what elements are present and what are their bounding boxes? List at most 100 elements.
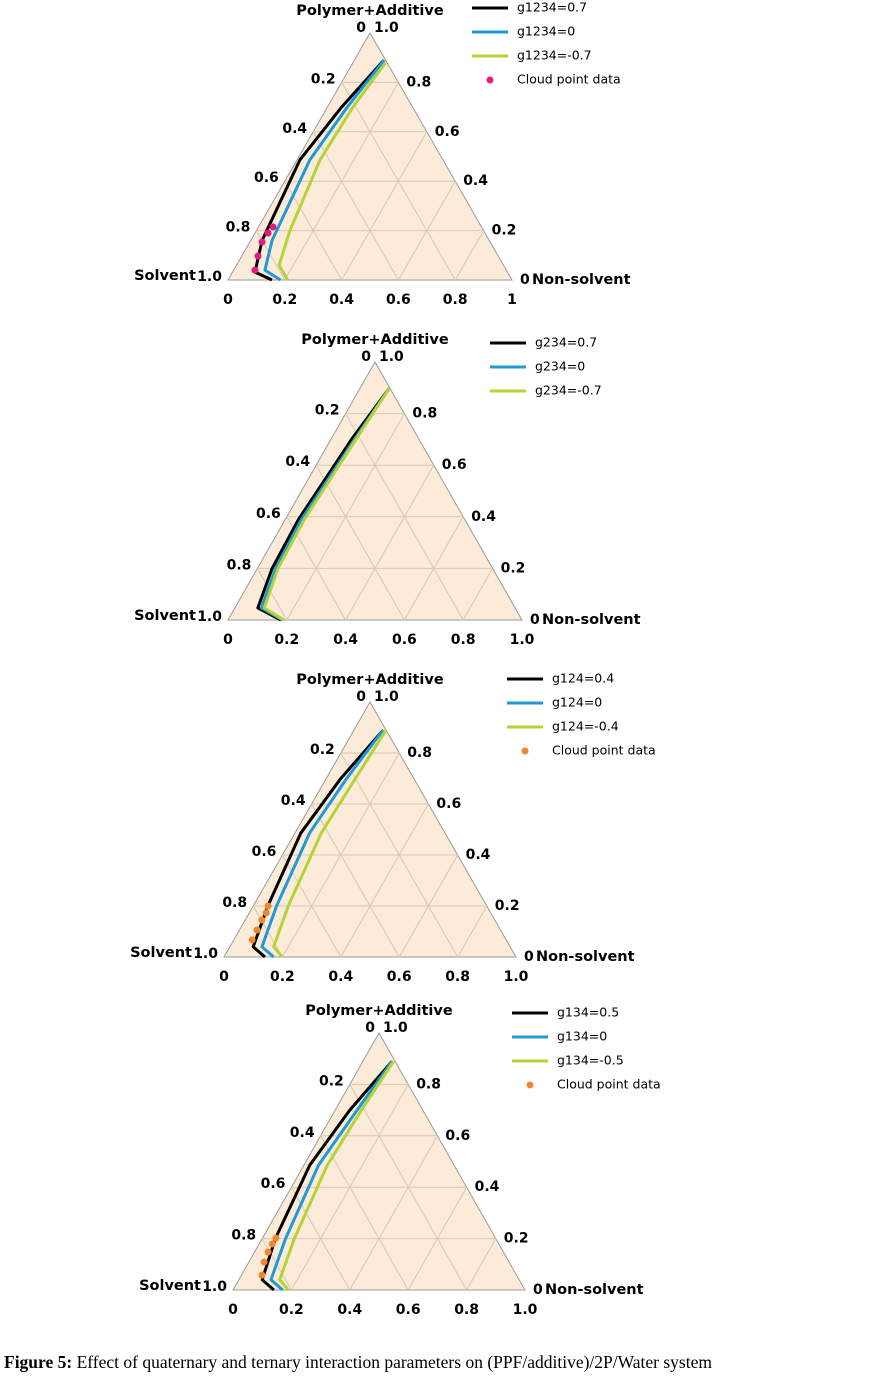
cloud-point: [253, 926, 261, 934]
caption-label: Figure 5:: [4, 1352, 73, 1372]
x-tick-label: 0.8: [443, 292, 468, 308]
binodal-curve: [253, 59, 386, 282]
apex-label: Polymer+Additive: [301, 332, 449, 348]
x-tick-label: 0.4: [329, 292, 354, 308]
x-tick-label: 0.4: [337, 1302, 362, 1318]
legend-label: Cloud point data: [552, 743, 656, 758]
apex-label: Non-solvent: [545, 1282, 644, 1298]
cloud-point: [262, 909, 270, 917]
x-tick-label: 0: [219, 969, 229, 985]
polymer-tick-label: 0: [520, 272, 530, 288]
solvent-tick-label: 0.4: [281, 793, 306, 809]
grid-line: [345, 464, 435, 621]
grid-line: [341, 131, 428, 281]
grid-line: [311, 803, 400, 958]
polymer-tick-label: 1.0: [374, 689, 399, 705]
grid-line: [315, 464, 405, 621]
x-tick-label: 0.2: [272, 292, 297, 308]
cloud-point: [269, 223, 277, 231]
cloud-point: [260, 1258, 268, 1266]
x-tick-label: 0.8: [451, 632, 476, 648]
solvent-tick-label: 0.8: [231, 1228, 256, 1244]
solvent-tick-label: 0: [365, 1020, 375, 1036]
solvent-tick-label: 0.2: [310, 742, 335, 758]
polymer-tick-label: 0.8: [407, 745, 432, 761]
legend-label: Cloud point data: [517, 72, 621, 87]
x-tick-label: 0.2: [270, 969, 295, 985]
apex-label: Solvent: [134, 268, 196, 284]
cloud-point: [268, 1240, 276, 1248]
triangle: [232, 1031, 526, 1291]
polymer-tick-label: 0.4: [475, 1179, 500, 1195]
grid-line: [312, 131, 399, 281]
cloud-point: [248, 936, 256, 944]
cloud-point: [264, 1248, 272, 1256]
polymer-tick-label: 1.0: [379, 349, 404, 365]
solvent-tick-label: 0.2: [315, 403, 340, 419]
x-tick-label: 0.6: [392, 632, 417, 648]
grid-line: [284, 180, 343, 281]
grid-line: [349, 1135, 438, 1291]
polymer-tick-label: 0.2: [504, 1231, 529, 1247]
legend-marker: [486, 76, 494, 84]
cloud-point: [264, 902, 272, 910]
x-tick-label: 0: [223, 292, 233, 308]
solvent-tick-label: 0.8: [227, 557, 252, 573]
polymer-tick-label: 0.4: [463, 173, 488, 189]
solvent-tick-label: 0.6: [256, 506, 281, 522]
polymer-tick-label: 1.0: [374, 20, 399, 36]
legend-label: g124=-0.4: [552, 719, 619, 734]
polymer-tick-label: 0.6: [435, 124, 460, 140]
x-tick-label: 0.6: [396, 1302, 421, 1318]
grid-line: [340, 803, 429, 958]
polymer-tick-label: 0.2: [492, 223, 517, 239]
legend-label: g134=0.5: [557, 1005, 619, 1020]
legend-label: g1234=0: [517, 24, 575, 39]
solvent-tick-label: 0: [361, 349, 371, 365]
legend-marker: [526, 1081, 534, 1089]
apex-label: Non-solvent: [532, 272, 631, 288]
legend-label: g124=0: [552, 695, 602, 710]
polymer-tick-label: 0.6: [442, 457, 467, 473]
grid-line: [345, 413, 464, 621]
grid-line: [256, 568, 288, 621]
binodal-curve: [260, 729, 385, 959]
polymer-tick-label: 0.8: [416, 1076, 441, 1092]
solvent-tick-label: 1.0: [193, 946, 218, 962]
x-tick-label: 0.6: [386, 292, 411, 308]
polymer-tick-label: 1.0: [383, 1020, 408, 1036]
solvent-tick-label: 0.6: [261, 1176, 286, 1192]
polymer-tick-label: 0.6: [445, 1128, 470, 1144]
cloud-point: [258, 916, 266, 924]
solvent-tick-label: 0.8: [222, 895, 247, 911]
cloud-point: [251, 266, 259, 274]
apex-label: Polymer+Additive: [296, 3, 444, 19]
x-tick-label: 1.0: [513, 1302, 538, 1318]
legend-label: g1234=0.7: [517, 0, 587, 15]
grid-line: [340, 752, 459, 958]
binodal-curve: [260, 1060, 394, 1292]
grid-line: [454, 230, 485, 281]
legend-label: g234=-0.7: [535, 383, 602, 398]
apex-label: Solvent: [134, 608, 196, 624]
x-tick-label: 0.4: [328, 969, 353, 985]
polymer-tick-label: 0.4: [466, 847, 491, 863]
cloud-point: [258, 1271, 266, 1279]
x-tick-label: 0.6: [387, 969, 412, 985]
grid-line: [341, 82, 456, 281]
legend-label: g234=0.7: [535, 335, 597, 350]
polymer-tick-label: 0.8: [412, 406, 437, 422]
binodal-curve: [263, 59, 386, 282]
solvent-tick-label: 0.4: [290, 1125, 315, 1141]
x-tick-label: 1.0: [510, 632, 535, 648]
caption: Figure 5: Effect of quaternary and terna…: [4, 1352, 712, 1373]
triangle: [227, 31, 513, 281]
x-tick-label: 0.8: [454, 1302, 479, 1318]
solvent-tick-label: 0.4: [285, 454, 310, 470]
solvent-tick-label: 0.2: [319, 1073, 344, 1089]
x-tick-label: 0.4: [333, 632, 358, 648]
grid-line: [462, 568, 494, 621]
solvent-tick-label: 0.8: [226, 220, 251, 236]
binodal-curve: [251, 729, 385, 959]
cloud-point: [264, 229, 272, 237]
